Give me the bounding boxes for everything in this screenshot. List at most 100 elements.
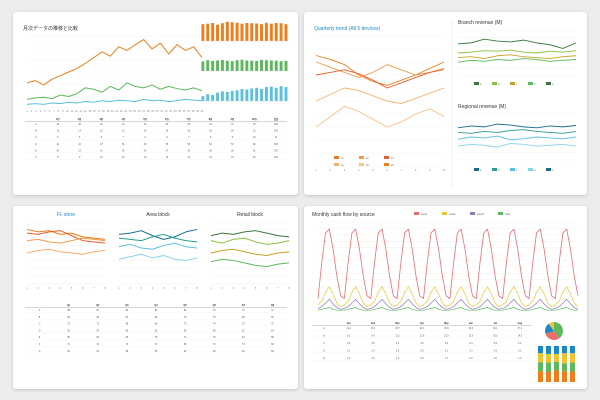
br-table-cell: 15.2 — [371, 328, 376, 330]
tl-table-cell: 62 — [209, 124, 212, 126]
x-tick-label: 7 — [53, 109, 55, 113]
x-tick-label: 36 — [183, 109, 186, 113]
br-table-cell: 1.0 — [347, 358, 351, 360]
x-tick-label: 9 — [62, 109, 64, 113]
bl-table-cell: 70 — [67, 324, 70, 326]
legend-label: e — [552, 169, 554, 172]
series-line-s5 — [315, 105, 445, 128]
x-tick-label: 27 — [142, 109, 145, 113]
stacked-bar-segment — [570, 353, 575, 363]
bar-mark — [206, 23, 210, 41]
br-table-cell: 13.9 — [444, 336, 449, 338]
legend-label: series — [421, 213, 428, 216]
br-table-cell: D — [323, 351, 325, 353]
bar-mark — [206, 94, 210, 101]
br-table-header: Feb — [371, 322, 376, 325]
tl-table-cell: 60 — [209, 144, 212, 146]
legend-swatch — [334, 156, 339, 159]
bar-mark — [230, 22, 234, 41]
bl-table-cell: 70 — [271, 324, 274, 326]
x-tick-label: 23 — [124, 109, 127, 113]
tl-table-cell: 20 — [56, 150, 59, 152]
tl-table-cell: 18 — [144, 131, 147, 133]
chart-title: Quarterly trend (All 5 devices) — [314, 26, 380, 32]
tl-table-cell: 21 — [100, 150, 103, 152]
series-line-g0-1 — [26, 230, 106, 244]
br-table-cell: 3.1 — [445, 351, 449, 353]
tl-table-cell: 11 — [100, 157, 103, 159]
tl-table-cell: 49 — [144, 144, 147, 146]
bl-table-cell: 84 — [126, 317, 129, 319]
x-tick-label: 12 — [75, 109, 78, 113]
legend-label: c — [516, 169, 518, 172]
bl-table-cell: 52 — [155, 330, 158, 332]
bl-table-cell: 86 — [126, 337, 129, 339]
tl-table-cell: 30 — [209, 150, 212, 152]
tl-table-cell: 12 — [56, 131, 59, 133]
br-table-cell: 1.4 — [396, 358, 400, 360]
legend-swatch — [359, 163, 364, 166]
bl-table-cell: 74 — [67, 344, 70, 346]
x-tick-label: 2 — [31, 109, 33, 113]
series-line-rt-2 — [457, 54, 577, 59]
legend-swatch — [492, 168, 497, 171]
br-table-header: Jan — [347, 322, 352, 325]
x-tick-label: 2 — [129, 286, 131, 290]
bar-mark — [230, 90, 234, 101]
bar-mark — [284, 87, 288, 101]
legend-label: b — [498, 169, 500, 172]
legend-label: s3 — [391, 157, 394, 160]
series-line-rb-1 — [457, 129, 577, 134]
x-tick-label: 1 — [315, 168, 317, 172]
series-line-s4 — [315, 87, 445, 105]
bl-table-cell: 84 — [242, 337, 245, 339]
bar-mark — [269, 23, 273, 41]
tl-table-cell: 10 — [122, 157, 125, 159]
bl-table-cell: 76 — [155, 344, 158, 346]
br-table-cell: 2.1 — [347, 351, 351, 353]
chart-title: 月次データの推移と比較 — [23, 25, 78, 32]
bar-mark — [255, 23, 259, 41]
x-tick-label: 28 — [147, 109, 150, 113]
sub-title: Branch revenue (M) — [458, 20, 503, 26]
tl-table-cell: 525 — [274, 144, 279, 146]
bar-mark — [235, 60, 239, 71]
bar-mark — [245, 23, 249, 41]
bl-table-header: Q3 — [125, 304, 129, 307]
bl-table-cell: 68 — [271, 344, 274, 346]
tl-table-cell: 8 — [57, 157, 59, 159]
stacked-bar-segment — [562, 353, 567, 364]
stacked-bar-segment — [546, 346, 551, 354]
stacked-bar-segment — [546, 371, 551, 382]
bar-mark — [264, 22, 268, 41]
tl-table-cell: 9 — [79, 157, 81, 159]
br-table-cell: 18.7 — [395, 328, 400, 330]
bl-table-cell: 82 — [184, 310, 187, 312]
bl-table-cell: 70 — [213, 317, 216, 319]
br-table-cell: 25.6 — [444, 328, 449, 330]
bl-table-header: Q7 — [242, 304, 246, 307]
br-table-cell: 3.6 — [494, 351, 498, 353]
tl-table-cell: 55 — [187, 124, 190, 126]
bl-table-cell: E — [39, 337, 41, 339]
br-table-cell: 11.2 — [395, 336, 400, 338]
bl-table-header: Q4 — [154, 304, 158, 307]
stacked-bar-segment — [554, 370, 559, 382]
x-tick-label: 40 — [201, 109, 204, 113]
tl-table-cell: 35 — [56, 124, 59, 126]
stacked-bar-segment — [570, 371, 575, 382]
series-line-g2-0 — [210, 230, 290, 238]
tl-table-header: 8月 — [209, 117, 213, 121]
x-tick-label: 3 — [49, 286, 51, 290]
br-table-cell: 9.4 — [372, 336, 376, 338]
bl-table-cell: 72 — [96, 344, 99, 346]
x-tick-label: 2 — [221, 286, 223, 290]
tl-table-cell: 29 — [187, 150, 190, 152]
bl-table-cell: 72 — [242, 324, 245, 326]
tl-table-cell: 13 — [166, 157, 169, 159]
tl-table-cell: 14 — [78, 131, 81, 133]
tl-table-cell: 25 — [122, 150, 125, 152]
bl-table-cell: 66 — [155, 324, 158, 326]
legend-label: s6 — [391, 164, 394, 167]
series-line-g1-3 — [118, 253, 198, 261]
